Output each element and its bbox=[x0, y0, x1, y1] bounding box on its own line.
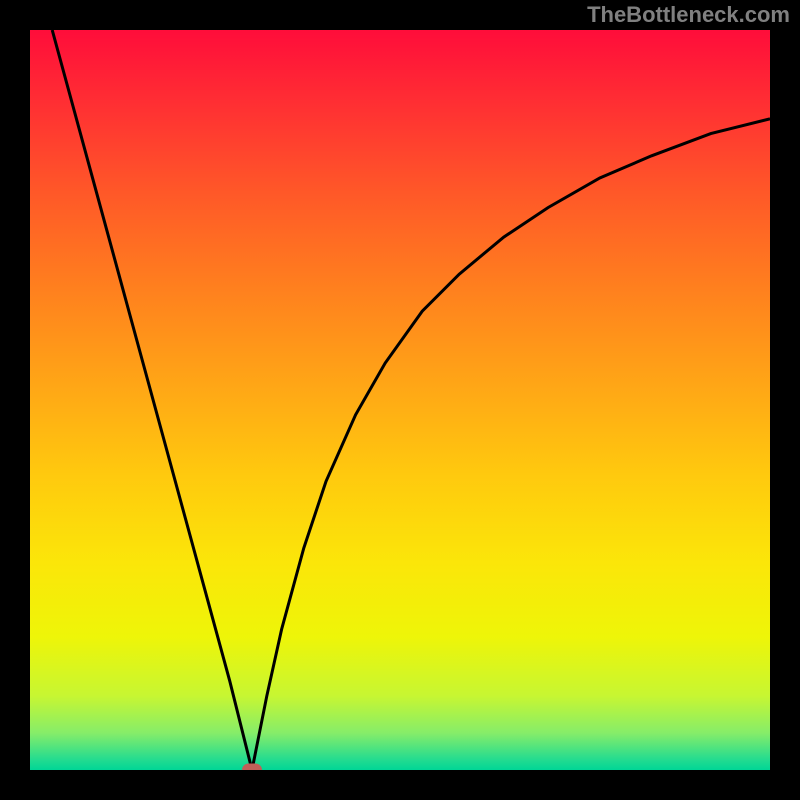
right-curve bbox=[252, 119, 770, 770]
left-curve bbox=[52, 30, 252, 770]
plot-area bbox=[30, 30, 770, 770]
bottleneck-curves bbox=[30, 30, 770, 770]
minimum-marker bbox=[242, 764, 262, 771]
chart-container: TheBottleneck.com bbox=[0, 0, 800, 800]
watermark-text: TheBottleneck.com bbox=[587, 2, 790, 28]
